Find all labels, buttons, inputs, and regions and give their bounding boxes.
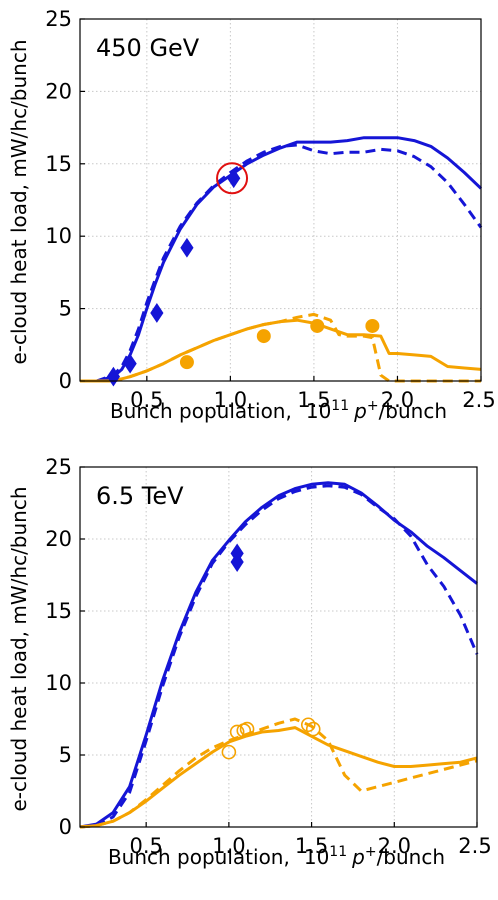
x-tick-label: 1.0 — [214, 388, 247, 412]
circle-marker — [256, 329, 271, 344]
y-tick-label: 25 — [45, 7, 72, 31]
x-axis-label-xlabel-unit-tail: /bunch — [379, 399, 447, 423]
plot-frame — [79, 466, 478, 828]
x-tick-label: 2.5 — [458, 834, 491, 858]
y-tick-label: 15 — [45, 599, 72, 623]
circle-marker — [310, 318, 325, 333]
circle-marker — [305, 721, 321, 737]
series-line-0 — [80, 136, 483, 383]
y-axis-label: e-cloud heat load, mW/hc/bunch — [7, 486, 31, 811]
x-axis-label-xlabel-unit-charge: + — [367, 398, 379, 414]
y-tick-label: 15 — [45, 152, 72, 176]
y-tick-label: 10 — [45, 224, 72, 248]
circle-marker — [239, 721, 255, 737]
series-line-3 — [80, 312, 481, 383]
x-tick-label: 1.5 — [297, 388, 330, 412]
x-axis-label-xlabel-unit-charge: + — [365, 844, 377, 860]
series-line-0 — [79, 481, 478, 829]
y-tick-label: 25 — [45, 455, 72, 479]
y-tick-label: 20 — [45, 79, 72, 103]
series-line-1 — [79, 484, 479, 829]
x-axis-label-xlabel: Bunch population, — [108, 845, 290, 869]
circle-marker — [365, 318, 380, 333]
x-axis-label-xlabel-unit-base: 10 — [304, 845, 329, 869]
x-tick-label: 2.5 — [462, 388, 495, 412]
y-tick-label: 20 — [45, 527, 72, 551]
series-line-3 — [79, 717, 478, 829]
circle-marker — [300, 717, 316, 733]
chart-panel-6-5tev: 0 5 10 15 20 25 0.5 1.0 1.5 2.0 2.5 6.5 TeV e-cloud … — [7, 455, 492, 869]
x-axis-label-xlabel: Bunch population, — [110, 399, 292, 423]
diamond-marker — [123, 353, 137, 374]
y-tick-label: 10 — [45, 671, 72, 695]
y-tick-label: 0 — [59, 815, 72, 839]
x-axis-label-xlabel-unit-exp: 11 — [331, 398, 349, 414]
circle-marker — [229, 724, 245, 740]
x-axis-label: Bunch population, 1011 p+/bunch — [110, 398, 447, 423]
x-tick-label: 2.0 — [381, 388, 414, 412]
circle-marker — [179, 355, 194, 370]
x-tick-label: 2.0 — [378, 834, 411, 858]
y-tick-label: 5 — [59, 743, 72, 767]
x-tick-label: 0.5 — [129, 834, 162, 858]
highlight-circle — [216, 162, 249, 195]
x-axis-label: Bunch population, 1011 p+/bunch — [108, 844, 445, 869]
diamond-marker — [230, 552, 244, 572]
series-line-1 — [80, 143, 483, 383]
x-axis-label-xlabel-unit-exp: 11 — [329, 844, 347, 860]
y-tick-label: 5 — [59, 297, 72, 321]
circle-marker — [221, 744, 237, 760]
x-axis-label-xlabel-unit-particle: p — [351, 845, 365, 869]
diamond-marker — [150, 303, 164, 323]
x-axis-label-xlabel-unit-tail: /bunch — [377, 845, 445, 869]
y-axis-label: e-cloud heat load, mW/hc/bunch — [7, 39, 31, 364]
panel-title: 6.5 TeV — [96, 482, 184, 510]
x-tick-label: 1.0 — [212, 834, 245, 858]
diamond-marker — [227, 168, 241, 189]
plot-frame — [79, 18, 482, 382]
x-tick-label: 0.5 — [130, 388, 163, 412]
chart-panel-450gev: 0 5 10 15 20 25 0.5 1.0 1.5 2.0 2.5 450 GeV e-cloud … — [7, 7, 496, 423]
x-axis-label-xlabel-unit-particle: p — [353, 399, 367, 423]
x-axis-label-xlabel-unit-base: 10 — [306, 399, 331, 423]
panel-title: 450 GeV — [96, 34, 200, 62]
y-tick-label: 0 — [59, 369, 72, 393]
diamond-marker — [180, 237, 194, 258]
x-tick-label: 1.5 — [295, 834, 328, 858]
